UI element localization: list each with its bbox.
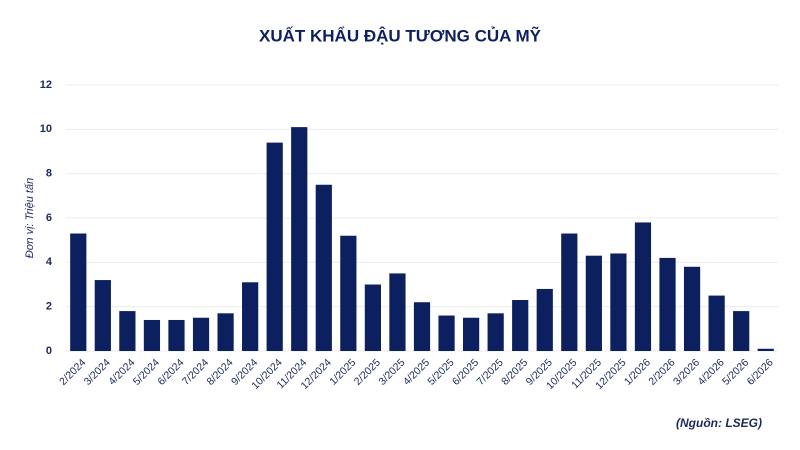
- y-tick-label: 6: [46, 212, 52, 224]
- bar: [659, 257, 676, 351]
- y-tick-label: 10: [40, 123, 52, 135]
- bar: [119, 311, 136, 351]
- bar: [512, 300, 529, 351]
- bar: [217, 313, 234, 351]
- x-tick-label: 5/2024: [131, 356, 162, 387]
- y-tick-label: 2: [46, 301, 52, 313]
- bar: [634, 222, 652, 351]
- bar: [291, 127, 308, 351]
- bar: [143, 319, 161, 351]
- x-tick-label: 2/2024: [57, 356, 88, 387]
- x-tick-label: 3/2024: [82, 356, 113, 387]
- bar: [266, 142, 283, 351]
- bar: [683, 266, 701, 351]
- bar: [438, 315, 455, 351]
- bar: [70, 233, 87, 351]
- bar: [364, 284, 381, 351]
- bar: [585, 255, 602, 351]
- bar: [192, 317, 210, 351]
- chart-title: XUẤT KHẨU ĐẬU TƯƠNG CỦA MỸ: [259, 25, 542, 45]
- bar: [463, 317, 480, 351]
- x-tick-label: 6/2025: [450, 356, 481, 387]
- x-tick-label: 1/2025: [327, 356, 358, 387]
- bar: [610, 253, 627, 351]
- bar: [413, 302, 431, 351]
- source-note: (Nguồn: LSEG): [676, 416, 762, 430]
- x-tick-label: 4/2025: [401, 356, 432, 387]
- x-tick-label: 2/2026: [646, 356, 677, 387]
- bar: [340, 235, 357, 351]
- bar: [168, 319, 185, 351]
- bar: [242, 282, 259, 351]
- y-tick-label: 0: [46, 345, 52, 357]
- x-tick-label: 5/2026: [720, 356, 751, 387]
- x-tick-label: 4/2026: [696, 356, 727, 387]
- x-tick-label: 6/2026: [745, 356, 776, 387]
- x-tick-label: 8/2025: [499, 356, 530, 387]
- y-tick-label: 12: [40, 79, 52, 91]
- x-tick-label: 3/2025: [376, 356, 407, 387]
- y-tick-label: 8: [46, 168, 52, 180]
- x-tick-label: 7/2024: [180, 356, 211, 387]
- bar: [708, 295, 725, 351]
- x-tick-label: 4/2024: [106, 356, 137, 387]
- bar: [94, 280, 111, 351]
- bar: [733, 311, 750, 351]
- bar: [757, 348, 774, 351]
- bar: [536, 288, 553, 351]
- bar: [561, 233, 578, 351]
- x-tick-label: 8/2024: [204, 356, 235, 387]
- bar: [389, 273, 406, 351]
- x-tick-label: 6/2024: [155, 356, 186, 387]
- y-axis-label: Đơn vị: Triệu tấn: [24, 178, 36, 258]
- y-tick-label: 4: [46, 256, 53, 268]
- x-tick-label: 2/2025: [352, 356, 383, 387]
- x-tick-label: 3/2026: [671, 356, 702, 387]
- bar: [315, 184, 332, 351]
- x-tick-label: 5/2025: [425, 356, 456, 387]
- x-tick-label: 7/2025: [475, 356, 506, 387]
- bar: [487, 313, 504, 351]
- x-tick-label: 1/2026: [622, 356, 653, 387]
